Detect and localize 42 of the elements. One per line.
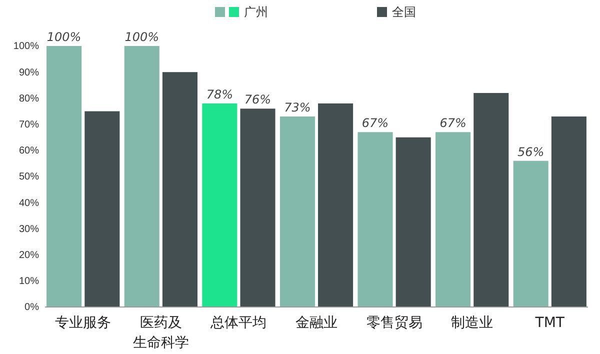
data-label: 76% — [244, 92, 272, 107]
y-tick-label: 50% — [18, 172, 40, 183]
bar — [513, 160, 548, 307]
y-tick-label: 10% — [18, 276, 40, 288]
legend-label: 全国 — [392, 5, 416, 19]
x-tick-label: 医药及生命科学 — [132, 315, 189, 351]
data-label: 100% — [124, 30, 160, 44]
data-label: 100% — [46, 30, 82, 44]
data-label: 67% — [440, 116, 466, 130]
data-label: 73% — [284, 100, 311, 114]
bar — [396, 137, 431, 307]
x-tick-label: 专业服务 — [55, 315, 112, 331]
y-tick-label: 90% — [18, 67, 40, 78]
bar — [474, 92, 509, 307]
bar — [124, 46, 160, 307]
bar — [358, 132, 393, 307]
x-tick-label: 制造业 — [451, 315, 494, 331]
y-tick-label: 70% — [18, 120, 40, 130]
bar — [240, 108, 276, 307]
x-tick-label: 零售贸易 — [366, 315, 422, 331]
bar — [436, 132, 471, 307]
data-label: 56% — [518, 144, 544, 159]
y-tick-label: 0% — [24, 302, 40, 314]
bar — [318, 103, 354, 307]
legend-label: 广州 — [244, 5, 268, 19]
y-tick-label: 20% — [18, 250, 40, 261]
data-label: 78% — [206, 87, 233, 102]
bar — [280, 116, 315, 307]
x-tick-label: 金融业 — [296, 315, 338, 331]
y-tick-label: 40% — [18, 198, 40, 209]
bar — [46, 46, 82, 307]
y-tick-label: 30% — [18, 224, 40, 235]
bar — [202, 103, 238, 307]
bar — [551, 116, 586, 307]
data-label: 67% — [362, 116, 389, 130]
y-tick-label: 60% — [18, 146, 40, 157]
y-tick-label: 80% — [18, 93, 40, 104]
x-tick-label: TMT — [534, 315, 565, 331]
bar — [162, 72, 198, 307]
x-tick-label: 总体平均 — [210, 315, 267, 331]
y-tick-label: 100% — [13, 41, 40, 52]
bar — [84, 111, 120, 307]
